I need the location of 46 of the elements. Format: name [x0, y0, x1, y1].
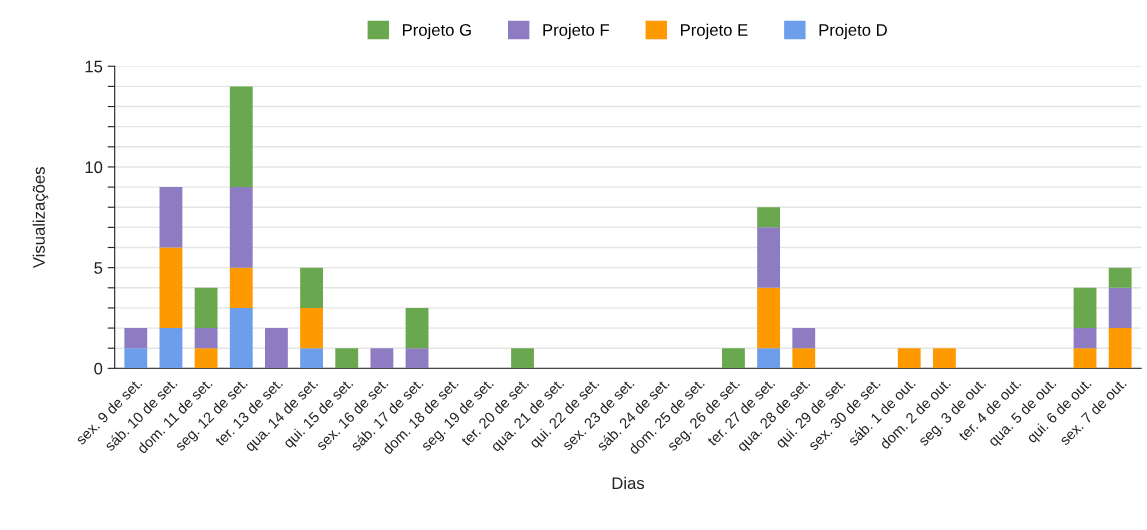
- bar: [194, 328, 218, 349]
- y-tick-label: 15: [85, 60, 103, 73]
- bar: [300, 307, 323, 349]
- y-tick-label: 0: [94, 362, 103, 375]
- bar: [159, 247, 183, 329]
- bar: [300, 267, 323, 308]
- bar: [229, 267, 253, 308]
- legend-label: Projeto G: [403, 23, 471, 40]
- bar: [511, 348, 534, 369]
- bar: [229, 307, 253, 369]
- bar: [757, 227, 781, 288]
- bar: [124, 328, 148, 349]
- bar: [1073, 287, 1097, 329]
- bar: [757, 287, 781, 349]
- bar: [159, 328, 183, 369]
- bar: [124, 348, 148, 369]
- bar: [194, 287, 218, 329]
- bar: [335, 348, 359, 369]
- y-tick-label: 10: [85, 161, 103, 174]
- legend-label: Projeto D: [819, 23, 887, 40]
- bar: [405, 348, 429, 369]
- bar: [1108, 267, 1132, 288]
- bar: [757, 207, 781, 228]
- bar: [932, 348, 956, 369]
- x-axis-title: Dias: [612, 476, 645, 490]
- bar: [194, 348, 218, 369]
- legend-label: Projeto F: [543, 23, 609, 40]
- bar: [722, 348, 745, 369]
- bar: [792, 348, 816, 369]
- bar: [1108, 328, 1132, 369]
- bar: [159, 187, 183, 248]
- bar: [897, 348, 921, 369]
- bar: [792, 328, 816, 349]
- bar: [757, 348, 781, 369]
- bar: [300, 348, 323, 369]
- y-axis-title: Visualizações: [32, 167, 49, 269]
- bar: [405, 307, 429, 349]
- bar: [229, 86, 253, 188]
- bar: [370, 348, 394, 369]
- legend-label: Projeto E: [681, 23, 748, 40]
- bar: [264, 328, 288, 369]
- y-tick-label: 5: [94, 262, 103, 274]
- bar: [1073, 328, 1097, 349]
- bar: [1108, 287, 1132, 329]
- bar: [1073, 348, 1097, 369]
- bar: [229, 187, 253, 268]
